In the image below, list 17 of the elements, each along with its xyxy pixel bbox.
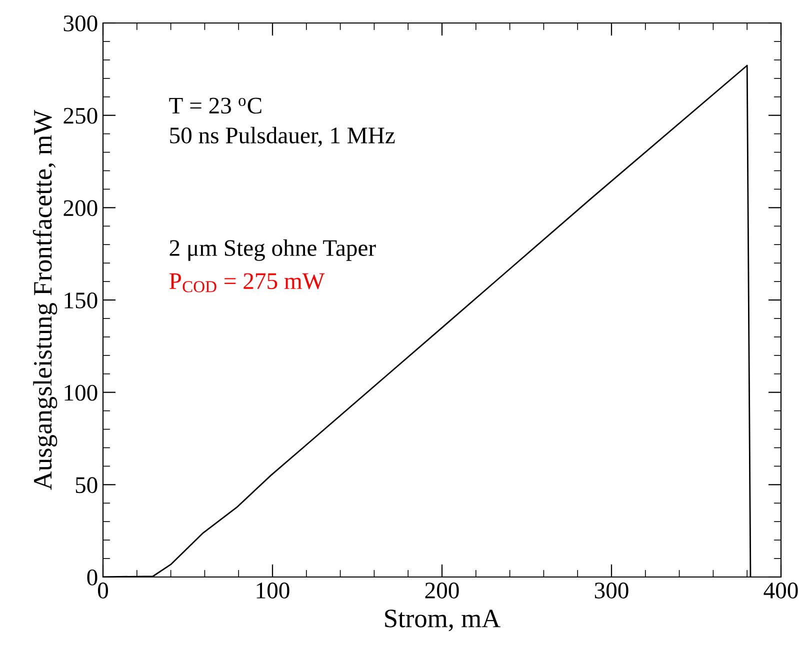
y-tick-label: 300 xyxy=(64,15,98,32)
y-tick-label: 100 xyxy=(64,384,98,401)
annotation: T = 23 $^{o}$C 50 ns Pulsdauer, 1 MHz xyxy=(169,98,395,147)
y-axis-title: Ausgangsleistung Frontfacette, mW xyxy=(32,110,58,490)
x-axis-title: Strom, mA xyxy=(385,610,500,632)
x-tick-label: 300 xyxy=(594,582,628,598)
x-tick-label: 200 xyxy=(425,582,459,598)
y-tick-label: 200 xyxy=(64,200,98,216)
y-tick-label: 150 xyxy=(64,292,98,308)
x-tick-label: 100 xyxy=(256,582,290,598)
x-tick-label: 0 xyxy=(98,582,108,598)
annotation: 2 μm Steg ohne Taper xyxy=(170,239,376,261)
y-tick-label: 50 xyxy=(76,477,98,494)
y-tick-label: 0 xyxy=(87,569,98,586)
y-tick-label: 250 xyxy=(64,108,98,124)
x-tick-label: 400 xyxy=(764,582,798,598)
annotation: P$_{COD}$ = 275 mW xyxy=(169,273,325,292)
